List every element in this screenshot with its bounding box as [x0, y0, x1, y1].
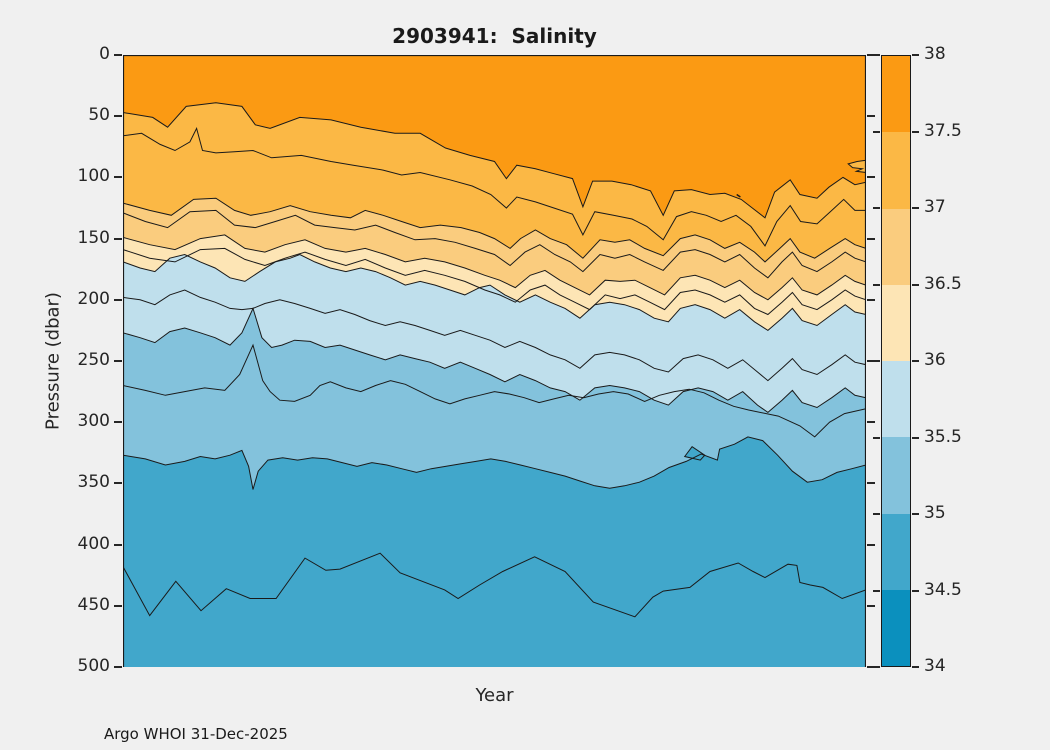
y-tick-left-150: [114, 237, 122, 240]
y-tick-label-200: 200: [77, 288, 110, 309]
y-tick-left-350: [114, 482, 122, 485]
y-tick-right-250: [867, 360, 875, 362]
colorbar-tick-label-34.5: 34.5: [924, 579, 962, 600]
colorbar-tick-left-36: [873, 360, 880, 362]
y-tick-label-500: 500: [77, 656, 110, 676]
axes-border: [123, 55, 866, 667]
contour-line-36.5: [123, 234, 866, 301]
colorbar-tick-left-38: [873, 54, 880, 56]
colorbar-tick-label-34: 34: [924, 656, 946, 676]
y-tick-right-150: [867, 237, 875, 240]
y-tick-right-300: [867, 421, 875, 424]
y-tick-label-250: 250: [77, 350, 110, 370]
contour-line-37.5: [123, 102, 866, 219]
colorbar-tick-label-36: 36: [924, 350, 946, 370]
contour-fill-below-35: [123, 436, 866, 667]
colorbar-tick-right-34: [912, 666, 919, 668]
y-tick-label-0: 0: [99, 44, 110, 64]
x-axis-label: Year: [475, 685, 514, 706]
contour-line-35: [123, 436, 866, 490]
colorbar-tick-left-35: [873, 513, 880, 515]
y-tick-right-200: [867, 298, 875, 301]
colorbar-tick-right-35: [912, 513, 919, 515]
colorbar-segment-34.5-35: [882, 513, 910, 590]
salinity-contour-plot: [123, 55, 866, 667]
contour-line-36: [123, 253, 866, 332]
y-tick-left-200: [114, 298, 122, 301]
y-tick-right-400: [867, 543, 875, 546]
y-tick-left-250: [114, 360, 122, 362]
y-tick-right-350: [867, 482, 875, 485]
colorbar[interactable]: [881, 55, 911, 667]
y-tick-right-0: [867, 54, 875, 56]
y-tick-left-400: [114, 543, 122, 546]
colorbar-segment-37.5-38: [882, 56, 910, 133]
contour-line-35.75: [123, 289, 866, 382]
colorbar-tick-right-36: [912, 360, 919, 362]
colorbar-tick-right-37: [912, 207, 919, 209]
colorbar-tick-right-36.5: [912, 283, 919, 286]
contour-mark-37.75: [736, 193, 741, 198]
contour-line-36.75: [123, 209, 866, 279]
source-attribution: Argo WHOI 31-Dec-2025: [104, 725, 288, 743]
y-tick-label-450: 450: [77, 594, 110, 615]
colorbar-tick-right-35.5: [912, 436, 919, 439]
y-tick-left-0: [114, 54, 122, 56]
colorbar-tick-label-37: 37: [924, 197, 946, 217]
y-tick-right-450: [867, 604, 875, 607]
contour-island-37.25: [847, 159, 866, 174]
colorbar-tick-left-34.5: [873, 589, 880, 592]
y-tick-label-50: 50: [88, 105, 110, 126]
colorbar-tick-label-37.5: 37.5: [924, 120, 962, 141]
contour-island-35: [683, 446, 706, 461]
colorbar-tick-right-38: [912, 54, 919, 56]
y-tick-label-300: 300: [77, 411, 110, 432]
y-tick-label-150: 150: [77, 227, 110, 248]
colorbar-tick-left-36.5: [873, 283, 880, 286]
contour-line-34.75: [123, 552, 866, 618]
colorbar-tick-left-35.5: [873, 436, 880, 439]
y-tick-left-300: [114, 421, 122, 424]
contour-line-37: [123, 197, 866, 263]
contour-plot-area[interactable]: [123, 55, 866, 667]
contour-line-35.25: [123, 343, 866, 438]
colorbar-tick-label-35: 35: [924, 503, 946, 523]
y-tick-left-450: [114, 604, 122, 607]
y-tick-left-50: [114, 115, 122, 118]
colorbar-tick-left-37.5: [873, 130, 880, 133]
y-tick-label-100: 100: [77, 166, 110, 187]
y-tick-right-100: [867, 176, 875, 179]
y-tick-left-100: [114, 176, 122, 179]
colorbar-segment-35.5-36: [882, 361, 910, 438]
colorbar-segment-34-34.5: [882, 589, 910, 666]
colorbar-segment-36-36.5: [882, 284, 910, 361]
colorbar-tick-label-38: 38: [924, 44, 946, 64]
colorbar-tick-left-34: [873, 666, 880, 668]
colorbar-tick-right-37.5: [912, 130, 919, 133]
y-tick-label-400: 400: [77, 533, 110, 554]
colorbar-segment-36.5-37: [882, 208, 910, 285]
colorbar-segment-35-35.5: [882, 437, 910, 514]
y-tick-label-350: 350: [77, 472, 110, 493]
y-tick-right-50: [867, 115, 875, 118]
colorbar-segment-37-37.5: [882, 132, 910, 209]
contour-line-37.25: [123, 126, 866, 247]
y-tick-left-500: [114, 666, 122, 668]
y-tick-right-500: [867, 666, 875, 668]
colorbar-tick-left-37: [873, 207, 880, 209]
contour-line-35.5: [123, 306, 866, 414]
colorbar-tick-label-35.5: 35.5: [924, 426, 962, 447]
colorbar-tick-label-36.5: 36.5: [924, 273, 962, 294]
plot-title: 2903941: Salinity: [392, 24, 597, 48]
contour-line-36.25: [123, 247, 866, 316]
colorbar-tick-right-34.5: [912, 589, 919, 592]
